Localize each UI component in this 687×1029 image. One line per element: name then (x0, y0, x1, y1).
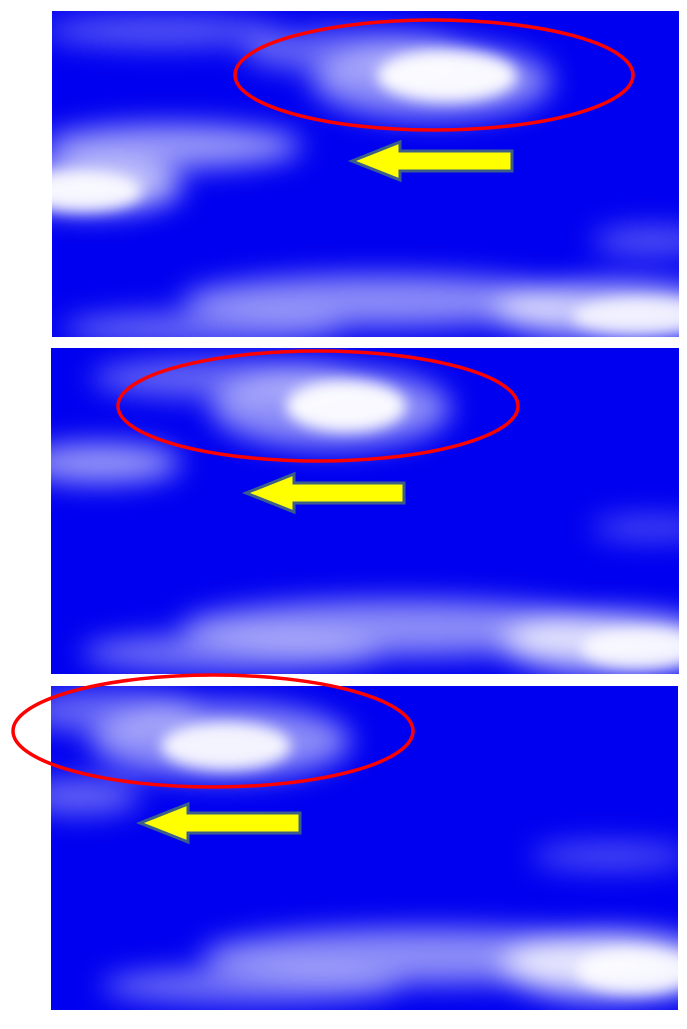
sky-cloud-photo (52, 11, 679, 337)
sky-frame-3 (51, 686, 678, 1010)
sky-cloud-photo (51, 686, 678, 1010)
sky-cloud-photo (51, 348, 679, 674)
sky-frame-2 (51, 348, 679, 674)
sky-frame-1 (52, 11, 679, 337)
